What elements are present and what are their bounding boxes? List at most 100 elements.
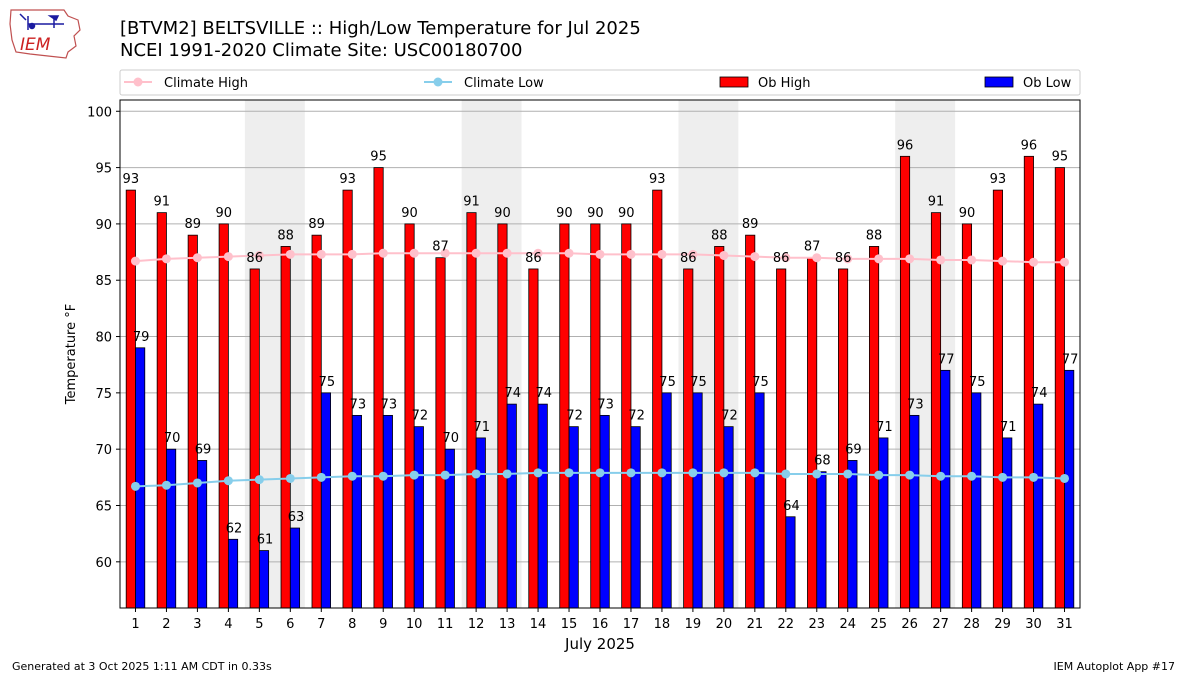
ob-low-bar [351,414,362,609]
ob-high-label: 88 [711,228,728,243]
ob-high-bar [683,268,694,609]
ob-low-bar [785,516,796,609]
ob-high-legend-swatch [719,76,749,88]
x-tick-label: 12 [468,617,485,632]
x-tick-label: 4 [224,617,232,632]
x-tick-label: 17 [623,617,640,632]
climate-low-point [719,468,729,478]
climate-high-point [564,248,574,258]
climate-low-point [192,478,202,488]
ob-high-label: 86 [835,251,852,266]
ob-low-bar [816,471,827,609]
climate-low-point [316,472,326,482]
climate-low-point [905,470,915,480]
ob-low-bar [940,369,951,609]
ob-low-label: 75 [969,375,986,390]
ob-high-label: 88 [866,228,883,243]
chart-subtitle: NCEI 1991-2020 Climate Site: USC00180700 [120,40,523,61]
climate-low-legend-label: Climate Low [464,76,544,91]
x-tick-label: 2 [162,617,170,632]
ob-high-bar [590,223,601,609]
ob-low-bar [1033,403,1044,609]
climate-high-point [1029,257,1039,267]
ob-low-label: 72 [721,409,738,424]
ob-high-bar [373,167,384,609]
climate-low-point [781,469,791,479]
climate-high-point [936,255,946,265]
climate-high-point [502,248,512,258]
ob-low-bar [971,392,982,609]
ob-high-bar [311,234,322,609]
ob-high-label: 86 [680,251,697,266]
climate-low-point [812,469,822,479]
ob-high-bar [838,268,849,609]
ob-low-legend-label: Ob Low [1023,76,1072,91]
ob-low-bar [258,550,270,609]
ob-high-bar [249,268,260,609]
x-tick-label: 11 [437,617,454,632]
ob-low-bar [692,392,703,609]
y-tick-label: 60 [95,556,112,571]
x-tick-label: 8 [348,617,356,632]
climate-high-point [781,253,791,263]
climate-low-point [750,468,760,478]
ob-low-label: 70 [443,431,460,446]
climate-low-legend-marker [433,77,443,87]
ob-high-label: 93 [339,172,356,187]
logo-text: IEM [20,35,51,55]
ob-low-bar [320,392,331,609]
ob-low-bar [878,437,889,609]
climate-low-point [843,469,853,479]
x-tick-label: 20 [716,617,733,632]
chart-title: [BTVM2] BELTSVILLE :: High/Low Temperatu… [120,18,641,39]
ob-high-label: 89 [184,217,201,232]
x-tick-label: 24 [839,617,856,632]
ob-high-label: 90 [215,206,232,221]
ob-high-label: 93 [123,172,140,187]
climate-high-point [409,248,419,258]
ob-high-bar [899,155,911,609]
climate-low-point [626,468,636,478]
ob-high-label: 88 [277,228,294,243]
ob-high-bar [961,223,973,609]
ob-low-label: 71 [474,420,491,435]
ob-high-bar [280,246,291,609]
ob-high-label: 90 [401,206,418,221]
climate-low-point [471,469,481,479]
ob-low-label: 73 [597,397,614,412]
ob-high-label: 87 [432,240,449,255]
ob-low-bar [506,403,517,609]
climate-low-point [285,473,295,483]
x-tick-label: 29 [994,617,1011,632]
ob-high-bar [745,234,756,609]
ob-high-bar [497,223,508,609]
ob-low-bar [413,426,424,609]
ob-high-label: 90 [494,206,511,221]
ob-low-label: 69 [845,442,862,457]
ob-low-label: 73 [381,397,398,412]
ob-low-label: 61 [257,533,274,548]
ob-low-bar [227,538,239,609]
climate-high-point [316,249,326,259]
x-tick-label: 16 [592,617,609,632]
ob-low-bar [135,347,146,609]
ob-low-bar [754,392,765,609]
y-tick-label: 80 [95,331,112,346]
ob-low-label: 73 [350,397,367,412]
ob-high-label: 96 [1021,138,1038,153]
x-tick-label: 15 [561,617,578,632]
ob-high-label: 90 [556,206,573,221]
climate-low-point [130,481,140,491]
climate-low-point [409,470,419,480]
ob-low-label: 63 [288,510,305,525]
ob-high-label: 89 [742,217,759,232]
climate-low-point [657,468,667,478]
x-tick-label: 31 [1056,617,1073,632]
ob-high-bar [187,234,198,609]
climate-low-point [595,468,605,478]
ob-low-bar [630,426,641,609]
x-tick-label: 13 [499,617,516,632]
climate-high-point [843,254,853,264]
ob-high-legend-label: Ob High [758,76,811,91]
ob-low-bar [909,414,920,609]
